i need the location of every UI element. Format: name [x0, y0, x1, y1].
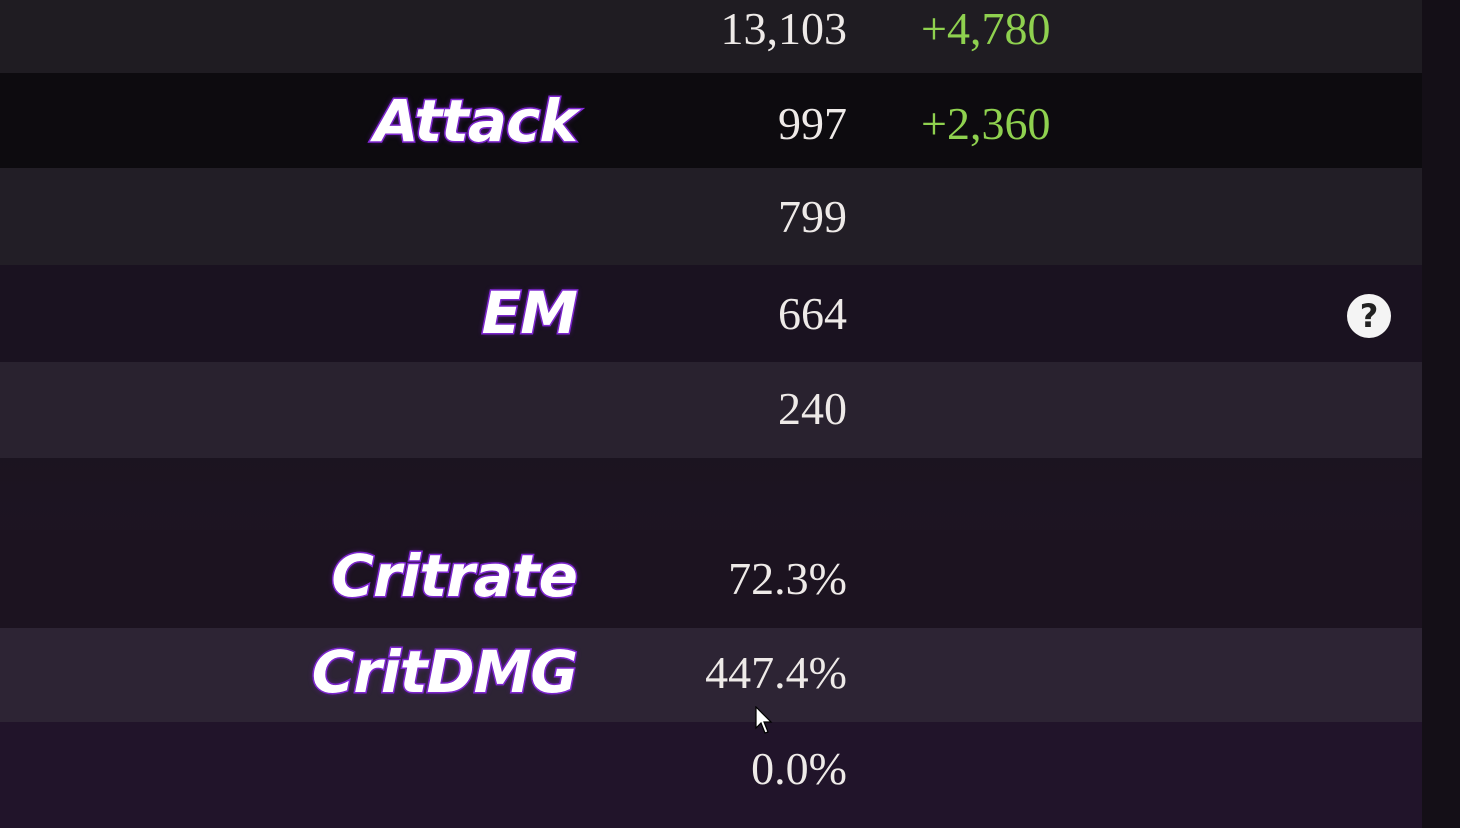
stat-value: 0.0%: [751, 743, 847, 794]
question-circle-icon[interactable]: ?: [1347, 294, 1391, 338]
stat-row-hp: 13,103 +4,780: [0, 0, 1422, 73]
stat-label: CritDMG: [310, 637, 579, 708]
stat-row-em: EM 664: [0, 265, 1422, 362]
mouse-cursor-icon: [755, 706, 773, 734]
stat-row-attack: Attack 997 +2,360: [0, 73, 1422, 168]
stat-value: 72.3%: [728, 553, 847, 604]
stat-bonus: +4,780: [921, 3, 1051, 54]
stat-row-stamina: 240: [0, 362, 1422, 458]
stat-label: Critrate: [330, 541, 580, 612]
stat-value: 240: [778, 383, 847, 434]
stat-value: 13,103: [720, 3, 848, 54]
stat-row-def: 799: [0, 168, 1422, 265]
stat-row-critdmg: CritDMG 447.4%: [0, 628, 1422, 722]
stat-label: EM: [480, 278, 579, 349]
stat-value: 664: [778, 288, 847, 339]
stat-row-critrate: Critrate 72.3%: [0, 530, 1422, 628]
side-panel-edge: [1422, 0, 1460, 828]
stat-value: 997: [778, 98, 847, 149]
stat-value: 799: [778, 191, 847, 242]
stat-label: Attack: [372, 86, 579, 157]
stat-bonus: +2,360: [921, 98, 1051, 149]
stat-value: 447.4%: [705, 647, 847, 698]
stat-row-healing: 0.0%: [0, 722, 1422, 828]
